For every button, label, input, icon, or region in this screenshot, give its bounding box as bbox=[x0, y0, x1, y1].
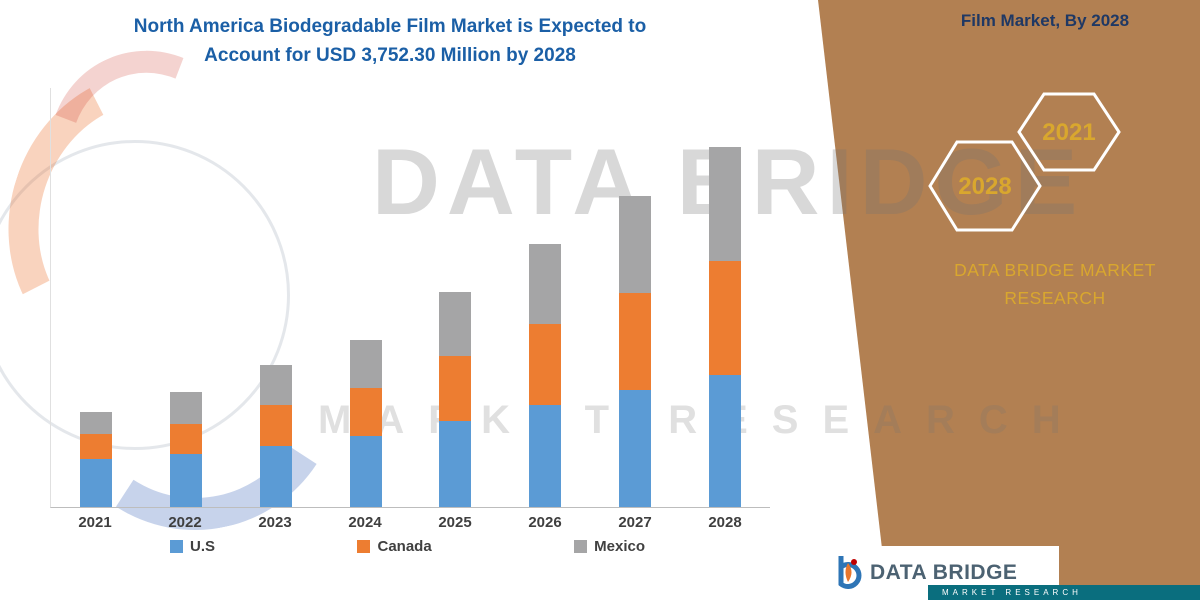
bar-segment-U.S bbox=[529, 405, 562, 507]
x-axis-label: 2025 bbox=[438, 514, 472, 531]
bar-segment-Canada bbox=[439, 355, 472, 421]
x-axis-label: 2021 bbox=[78, 514, 112, 531]
bar-segment-Mexico bbox=[169, 391, 202, 424]
legend-swatch bbox=[574, 540, 588, 553]
bar-2028 bbox=[709, 147, 742, 507]
footer-tagline-bar: MARKET RESEARCH bbox=[928, 585, 1200, 600]
plot-area bbox=[50, 88, 770, 508]
x-axis-label: 2028 bbox=[708, 514, 742, 531]
chart-title-line2: Account for USD 3,752.30 Million by 2028 bbox=[204, 45, 576, 67]
legend-item-Canada: Canada bbox=[357, 538, 432, 555]
brand-text-line1: DATA BRIDGE MARKET bbox=[954, 260, 1156, 280]
bar-segment-U.S bbox=[709, 375, 742, 507]
bar-2023 bbox=[259, 365, 292, 507]
hexagon-badges-svg: 2021 2028 bbox=[928, 92, 1121, 232]
bar-segment-Canada bbox=[259, 404, 292, 446]
chart-title-line1: North America Biodegradable Film Market … bbox=[133, 16, 647, 37]
bar-segment-Mexico bbox=[349, 340, 382, 388]
footer-logo-icon bbox=[838, 556, 862, 589]
decoration-gray-ring bbox=[0, 140, 290, 450]
legend-swatch bbox=[357, 540, 371, 553]
hexagon-2028-label: 2028 bbox=[958, 173, 1011, 200]
bar-segment-U.S bbox=[169, 454, 202, 507]
bar-segment-Mexico bbox=[259, 365, 292, 405]
hexagon-2028-outline bbox=[928, 140, 1042, 232]
side-panel bbox=[818, 0, 1200, 600]
chart-title: North America Biodegradable Film Market … bbox=[35, 12, 745, 71]
legend-label: Canada bbox=[377, 538, 432, 555]
legend-item-U.S: U.S bbox=[170, 538, 215, 555]
x-axis-label: 2027 bbox=[618, 514, 652, 531]
brand-text-line2: RESEARCH bbox=[1004, 288, 1106, 308]
bar-segment-Canada bbox=[169, 423, 202, 455]
bar-segment-U.S bbox=[439, 420, 472, 507]
bar-segment-Mexico bbox=[709, 147, 742, 261]
x-axis-label: 2026 bbox=[528, 514, 562, 531]
bar-segment-U.S bbox=[349, 436, 382, 507]
footer-brand-name: DATA BRIDGE bbox=[870, 561, 1018, 584]
bar-segment-Mexico bbox=[529, 244, 562, 325]
hexagon-2021-outline bbox=[1017, 92, 1121, 172]
bar-2026 bbox=[529, 244, 562, 507]
bar-segment-Canada bbox=[349, 388, 382, 436]
legend-item-Mexico: Mexico bbox=[574, 538, 645, 555]
legend-swatch bbox=[170, 540, 183, 553]
bar-2025 bbox=[439, 291, 472, 507]
bar-segment-Mexico bbox=[619, 196, 652, 294]
bar-2024 bbox=[349, 340, 382, 507]
bar-chart: 2021 2022 2023 2024 2025 2026 2027 2028 bbox=[50, 88, 770, 531]
x-axis-label: 2024 bbox=[348, 514, 382, 531]
bar-segment-Mexico bbox=[439, 291, 472, 356]
bar-segment-Canada bbox=[79, 434, 112, 459]
bar-2022 bbox=[169, 391, 202, 507]
bar-2021 bbox=[79, 412, 112, 507]
legend-label: Mexico bbox=[594, 538, 645, 555]
legend-label: U.S bbox=[190, 538, 216, 555]
bar-segment-U.S bbox=[259, 445, 292, 507]
brand-decoration bbox=[0, 18, 367, 570]
legend: U.S Canada Mexico bbox=[170, 538, 645, 555]
bar-2027 bbox=[619, 196, 652, 507]
bar-segment-Canada bbox=[619, 293, 652, 390]
bar-segment-U.S bbox=[619, 390, 652, 507]
hexagon-2021-label: 2021 bbox=[1042, 119, 1095, 146]
x-axis-label: 2022 bbox=[168, 514, 202, 531]
bar-segment-U.S bbox=[79, 459, 112, 507]
bar-segment-Mexico bbox=[79, 412, 112, 435]
side-panel-heading: Film Market, By 2028 bbox=[960, 11, 1130, 30]
bar-segment-Canada bbox=[529, 324, 562, 406]
side-panel-brand-text: DATA BRIDGE MARKET RESEARCH bbox=[930, 256, 1180, 312]
bar-segment-Canada bbox=[709, 260, 742, 376]
x-axis-label: 2023 bbox=[258, 514, 292, 531]
hexagon-badges: 2021 2028 bbox=[922, 90, 1157, 235]
x-axis-labels: 2021 2022 2023 2024 2025 2026 2027 2028 bbox=[50, 514, 770, 531]
